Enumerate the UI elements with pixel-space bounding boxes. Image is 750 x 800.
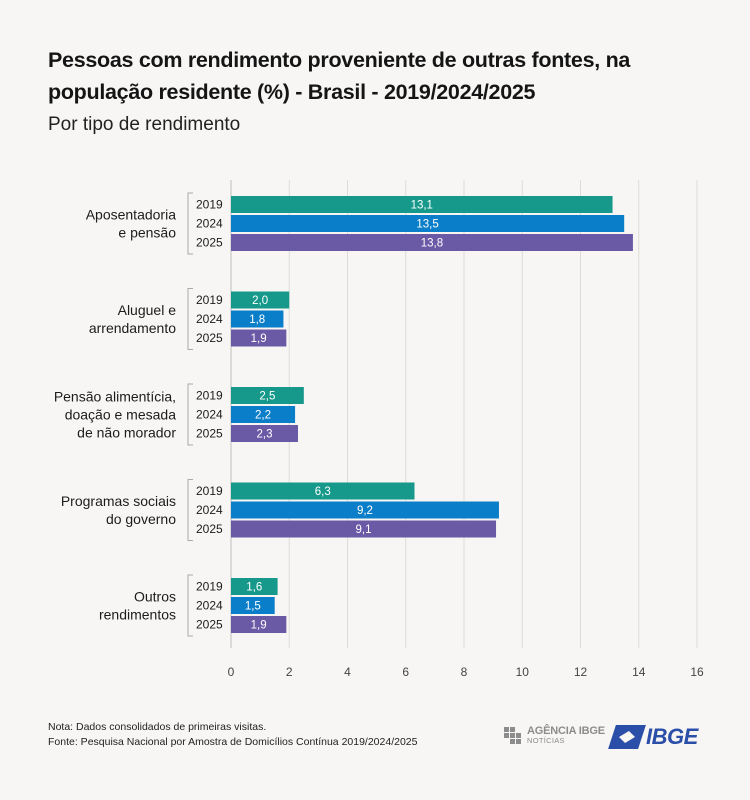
x-tick-label-12: 12 bbox=[574, 665, 588, 679]
bar-2024-4 bbox=[231, 597, 275, 614]
bar-2025-4 bbox=[231, 616, 287, 633]
category-label-3-line-1: do governo bbox=[106, 511, 176, 527]
x-tick-label-2: 2 bbox=[286, 665, 293, 679]
category-bracket-0 bbox=[187, 192, 193, 255]
bar-label-2025-4: 1,9 bbox=[251, 620, 267, 632]
bar-2019-1 bbox=[231, 291, 290, 309]
agencia-logo-line2: NOTÍCIAS bbox=[527, 736, 565, 745]
x-tick-label-16: 16 bbox=[690, 665, 704, 679]
category-label-1-line-0: Aluguel e bbox=[118, 302, 177, 318]
ibge-logo: IBGE bbox=[608, 724, 698, 750]
bar-2024-0 bbox=[231, 215, 625, 232]
bar-2024-1 bbox=[231, 310, 284, 328]
bar-2025-0 bbox=[231, 234, 633, 251]
footnotes: Nota: Dados consolidados de primeiras vi… bbox=[48, 720, 417, 750]
year-label-3-1: 2024 bbox=[196, 503, 223, 517]
bar-2025-3 bbox=[231, 520, 497, 538]
bar-2024-2 bbox=[231, 406, 296, 423]
category-label-2-line-2: de não morador bbox=[77, 425, 176, 441]
x-tick-label-0: 0 bbox=[228, 665, 235, 679]
ibge-mark-icon bbox=[608, 725, 646, 749]
bar-label-2019-4: 1,6 bbox=[246, 582, 262, 594]
bar-2019-4 bbox=[231, 578, 278, 595]
category-label-2-line-0: Pensão alimentícia, bbox=[54, 389, 176, 405]
bar-2019-2 bbox=[231, 387, 304, 404]
agencia-ibge-logo: AGÊNCIA IBGE NOTÍCIAS bbox=[504, 726, 605, 746]
category-label-2-line-1: doação e mesada bbox=[65, 407, 177, 423]
year-label-0-0: 2019 bbox=[196, 198, 223, 212]
bar-2024-3 bbox=[231, 501, 499, 519]
source-text: Fonte: Pesquisa Nacional por Amostra de … bbox=[48, 736, 418, 748]
x-tick-label-4: 4 bbox=[344, 665, 351, 679]
chart-subtitle: Por tipo de rendimento bbox=[48, 114, 241, 135]
category-label-1-line-1: arrendamento bbox=[89, 320, 176, 336]
year-label-0-1: 2024 bbox=[196, 217, 223, 231]
category-label-3-line-0: Programas sociais bbox=[61, 493, 176, 509]
bar-label-2019-3: 6,3 bbox=[315, 486, 331, 498]
bar-label-2025-3: 9,1 bbox=[356, 524, 372, 536]
year-label-3-0: 2019 bbox=[196, 484, 223, 498]
category-bracket-3 bbox=[187, 479, 193, 541]
year-label-4-2: 2025 bbox=[196, 618, 223, 632]
bar-2025-2 bbox=[231, 425, 298, 442]
year-label-4-1: 2024 bbox=[196, 599, 223, 613]
bar-label-2024-0: 13,5 bbox=[416, 219, 438, 231]
category-bracket-4 bbox=[187, 574, 193, 637]
bar-label-2019-0: 13,1 bbox=[411, 200, 433, 212]
x-tick-label-6: 6 bbox=[402, 665, 409, 679]
bar-label-2024-3: 9,2 bbox=[357, 505, 373, 517]
agencia-logo-line1: AGÊNCIA IBGE bbox=[527, 725, 605, 737]
bar-label-2024-4: 1,5 bbox=[245, 601, 261, 613]
category-label-0-line-0: Aposentadoria bbox=[86, 207, 177, 223]
year-label-4-0: 2019 bbox=[196, 580, 223, 594]
bar-label-2019-2: 2,5 bbox=[259, 391, 275, 403]
agencia-grid-icon bbox=[504, 727, 522, 745]
x-tick-label-10: 10 bbox=[516, 665, 530, 679]
x-tick-label-14: 14 bbox=[632, 665, 646, 679]
chart-title: Pessoas com rendimento proveniente de ou… bbox=[48, 48, 631, 104]
category-label-4-line-1: rendimentos bbox=[99, 607, 176, 623]
bar-2025-1 bbox=[231, 329, 287, 347]
bar-label-2025-1: 1,9 bbox=[251, 333, 267, 345]
bar-2019-3 bbox=[231, 482, 415, 500]
year-label-2-2: 2025 bbox=[196, 427, 223, 441]
bar-label-2024-1: 1,8 bbox=[249, 314, 265, 326]
year-label-1-2: 2025 bbox=[196, 331, 223, 345]
bar-label-2025-0: 13,8 bbox=[421, 238, 443, 250]
year-label-0-2: 2025 bbox=[196, 236, 223, 250]
category-bracket-1 bbox=[187, 288, 193, 350]
category-bracket-2 bbox=[187, 383, 193, 446]
bar-label-2024-2: 2,2 bbox=[255, 410, 271, 422]
bar-label-2019-1: 2,0 bbox=[252, 295, 268, 307]
category-label-4-line-0: Outros bbox=[134, 589, 176, 605]
bar-label-2025-2: 2,3 bbox=[256, 429, 272, 441]
year-label-1-0: 2019 bbox=[196, 293, 223, 307]
x-tick-label-8: 8 bbox=[461, 665, 468, 679]
year-label-3-2: 2025 bbox=[196, 522, 223, 536]
year-label-1-1: 2024 bbox=[196, 312, 223, 326]
year-label-2-0: 2019 bbox=[196, 389, 223, 403]
bar-2019-0 bbox=[231, 196, 613, 213]
ibge-logo-text: IBGE bbox=[646, 724, 698, 749]
note-text: Nota: Dados consolidados de primeiras vi… bbox=[48, 721, 267, 733]
year-label-2-1: 2024 bbox=[196, 408, 223, 422]
category-label-0-line-1: e pensão bbox=[118, 225, 176, 241]
